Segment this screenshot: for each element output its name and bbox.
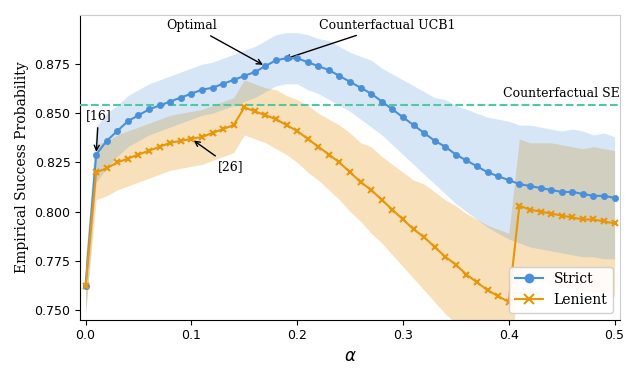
Y-axis label: Empirical Success Probability: Empirical Success Probability: [15, 62, 29, 273]
Text: [26]: [26]: [195, 141, 243, 173]
Legend: Strict, Lenient: Strict, Lenient: [509, 267, 613, 313]
Text: [16]: [16]: [86, 109, 111, 150]
X-axis label: $\alpha$: $\alpha$: [344, 348, 356, 365]
Text: Counterfactual SE: Counterfactual SE: [503, 87, 620, 100]
Text: Optimal: Optimal: [166, 19, 262, 64]
Text: Counterfactual UCB1: Counterfactual UCB1: [285, 19, 455, 60]
